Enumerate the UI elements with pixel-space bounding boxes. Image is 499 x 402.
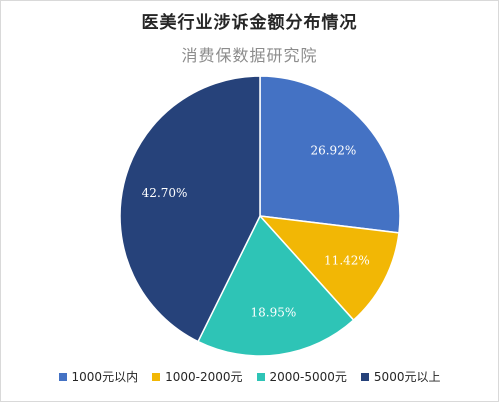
data-label-over-5000: 42.70% (142, 186, 188, 200)
chart-subtitle: 消费保数据研究院 (181, 46, 318, 65)
legend-label: 1000-2000元 (165, 370, 243, 384)
legend-swatch (256, 372, 265, 381)
pie-slice-under-1000 (259, 75, 401, 234)
legend-item-over-5000: 5000元以上 (360, 368, 441, 385)
legend-label: 5000元以上 (373, 370, 441, 384)
pie-slice-2000-5000 (197, 214, 355, 357)
data-label-2000-5000: 18.95% (250, 306, 296, 320)
legend-swatch (58, 372, 67, 381)
data-label-1000-2000: 11.42% (324, 254, 370, 268)
chart-title: 医美行业涉诉金额分布情况 (141, 13, 358, 33)
pie-slice-over-5000 (119, 75, 261, 343)
legend-item-under-1000: 1000元以内 (58, 368, 139, 385)
legend-swatch (360, 372, 369, 381)
pie-slice-1000-2000 (258, 215, 400, 322)
legend-item-1000-2000: 1000-2000元 (152, 368, 243, 385)
legend-item-2000-5000: 2000-5000元 (256, 368, 347, 385)
legend-label: 1000元以内 (71, 370, 139, 384)
legend-swatch (152, 372, 161, 381)
chart-legend: 1000元以内 1000-2000元 2000-5000元 5000元以上 (0, 368, 499, 385)
legend-label: 2000-5000元 (269, 370, 347, 384)
data-label-under-1000: 26.92% (310, 144, 356, 158)
